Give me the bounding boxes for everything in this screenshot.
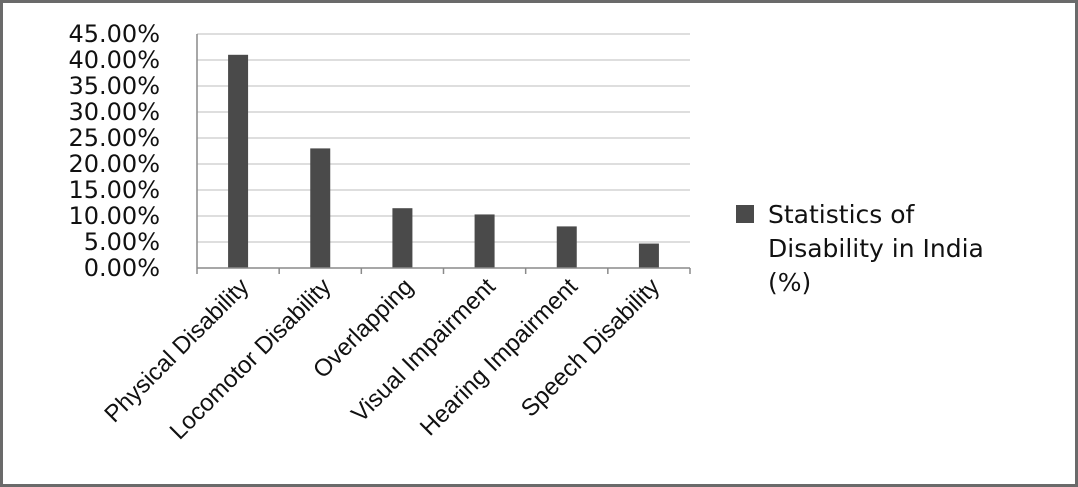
y-tick-label: 45.00% — [68, 20, 160, 48]
bar — [392, 208, 413, 268]
legend-line-1: Statistics of — [768, 200, 916, 229]
bar — [474, 214, 495, 268]
x-tick-label: Hearing Impairment — [415, 273, 583, 441]
axes — [196, 34, 691, 274]
legend-line-3: (%) — [768, 268, 811, 297]
legend-line-2: Disability in India — [768, 234, 984, 263]
y-tick-label: 5.00% — [84, 228, 160, 256]
legend: Statistics of Disability in India (%) — [736, 200, 992, 297]
legend-swatch — [736, 205, 754, 223]
bar — [228, 54, 249, 268]
bar — [556, 226, 577, 268]
x-tick-label: Visual Impairment — [346, 273, 501, 428]
x-tick-label: Speech Disability — [516, 273, 665, 422]
y-axis-ticks: 0.00%5.00%10.00%15.00%20.00%25.00%30.00%… — [68, 20, 160, 282]
gridlines — [197, 33, 690, 243]
y-tick-label: 20.00% — [68, 150, 160, 178]
y-tick-label: 0.00% — [84, 254, 160, 282]
y-tick-label: 10.00% — [68, 202, 160, 230]
bar — [310, 148, 331, 268]
y-tick-label: 40.00% — [68, 46, 160, 74]
x-tick-label: Physical Disability — [99, 273, 254, 428]
y-tick-label: 25.00% — [68, 124, 160, 152]
bar — [638, 243, 659, 268]
y-tick-label: 15.00% — [68, 176, 160, 204]
y-tick-label: 30.00% — [68, 98, 160, 126]
y-tick-label: 35.00% — [68, 72, 160, 100]
bars — [228, 54, 659, 268]
legend-label: Statistics of Disability in India (%) — [768, 200, 992, 297]
x-tick-label: Locomotor Disability — [165, 273, 337, 445]
